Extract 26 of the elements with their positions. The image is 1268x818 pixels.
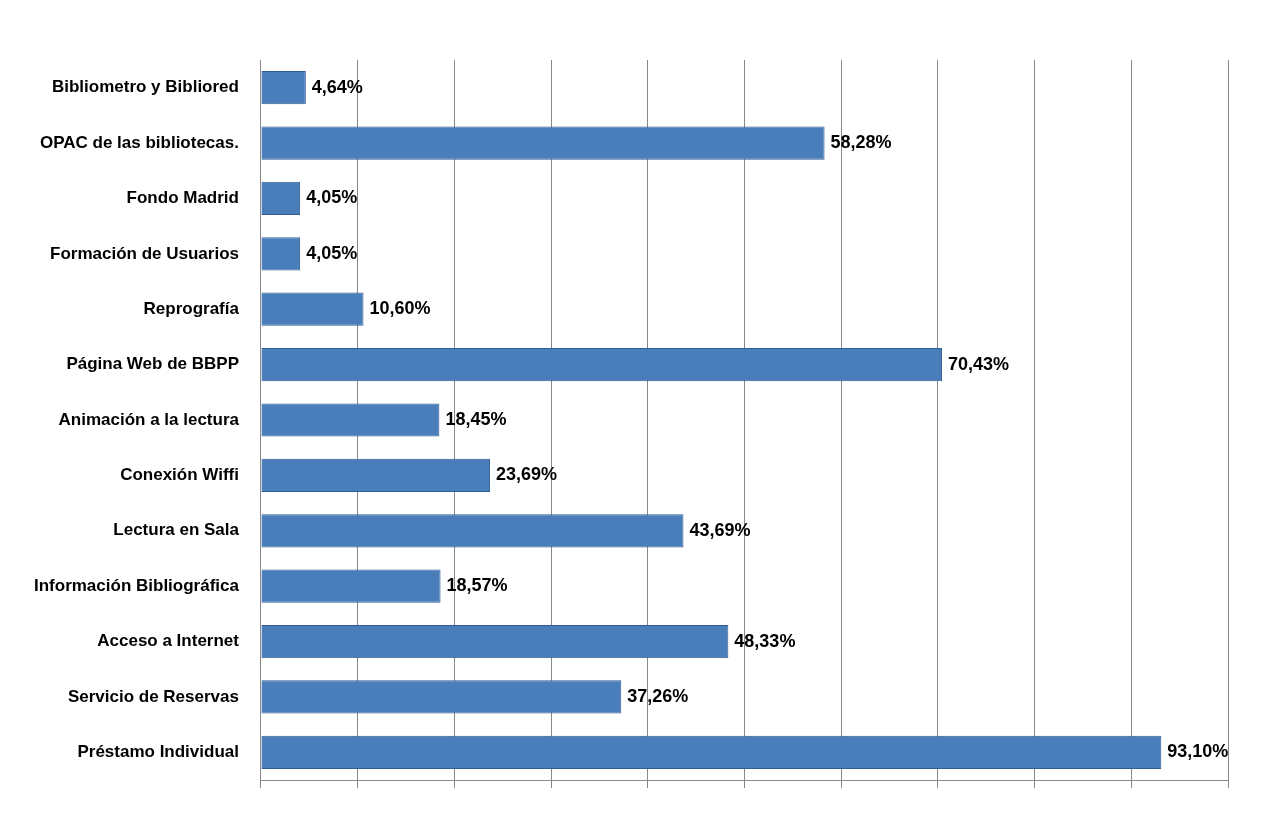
- y-tick-label: Conexión Wiffi: [120, 465, 239, 485]
- y-tick-label: Animación a la lectura: [58, 409, 240, 429]
- data-label: 48,33%: [734, 630, 796, 651]
- y-tick-label: Acceso a Internet: [97, 631, 240, 651]
- data-label: 4,05%: [306, 242, 358, 263]
- y-tick-label: Lectura en Sala: [113, 520, 240, 540]
- data-label: 23,69%: [496, 464, 558, 485]
- y-tick-label: Préstamo Individual: [77, 742, 239, 761]
- y-tick-label: Servicio de Reservas: [67, 686, 239, 706]
- data-label: 18,57%: [446, 575, 508, 596]
- y-tick-label: OPAC de las bibliotecas.: [39, 132, 239, 152]
- data-label: 10,60%: [369, 298, 431, 319]
- y-tick-label: Formación de Usuarios: [50, 243, 239, 263]
- data-label: 4,05%: [306, 187, 358, 208]
- data-label: 37,26%: [627, 685, 689, 706]
- y-tick-label: Reprografía: [143, 298, 240, 318]
- data-label: 70,43%: [948, 353, 1010, 374]
- data-label: 58,28%: [830, 132, 892, 153]
- data-label: 93,10%: [1167, 741, 1229, 762]
- y-tick-label: Página Web de BBPP: [66, 354, 239, 374]
- data-label: 43,69%: [689, 519, 751, 540]
- data-label: 18,45%: [445, 408, 507, 429]
- y-tick-label: Información Bibliográfica: [33, 575, 240, 595]
- data-label: 4,64%: [311, 76, 363, 97]
- y-tick-label: Fondo Madrid: [126, 188, 239, 208]
- y-tick-label: Bibliometro y Bibliored: [51, 77, 239, 97]
